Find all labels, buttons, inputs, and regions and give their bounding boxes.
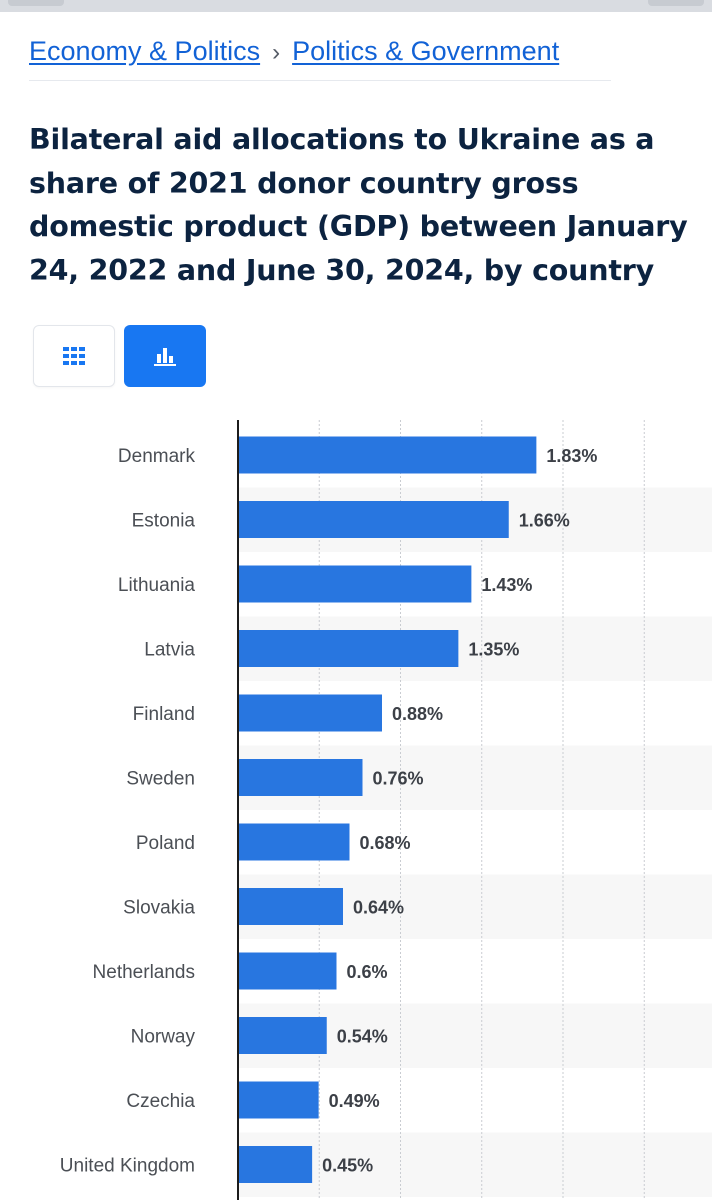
bar [239, 436, 537, 474]
category-label: Denmark [118, 446, 196, 467]
data-label: 0.64% [353, 898, 404, 918]
category-label: United Kingdom [60, 1156, 195, 1177]
data-label: 0.49% [329, 1091, 380, 1111]
category-label: Finland [133, 704, 195, 725]
bar [239, 888, 343, 925]
data-label: 0.45% [322, 1156, 373, 1176]
browser-top-bar [0, 0, 712, 12]
breadcrumb-separator: › [272, 39, 281, 66]
data-label: 0.76% [373, 769, 424, 789]
breadcrumb: Economy & Politics › Politics & Government [29, 33, 611, 81]
bar [239, 823, 350, 861]
bar-chart-icon [154, 348, 176, 366]
data-label: 1.35% [468, 640, 519, 660]
bar [239, 1146, 313, 1183]
data-label: 0.54% [337, 1027, 388, 1047]
category-label: Lithuania [118, 575, 196, 596]
category-label: Latvia [144, 640, 195, 661]
category-label: Netherlands [93, 962, 195, 983]
breadcrumb-economy-politics[interactable]: Economy & Politics [29, 36, 261, 66]
bar [239, 565, 472, 603]
category-label: Estonia [132, 511, 196, 532]
data-label: 1.43% [481, 575, 532, 595]
table-view-button[interactable] [33, 325, 115, 387]
data-label: 0.88% [392, 704, 443, 724]
data-label: 0.6% [347, 962, 388, 982]
bar [239, 501, 509, 538]
bar [239, 759, 363, 796]
top-bar-right-tab [648, 0, 704, 6]
top-bar-left-tab [8, 0, 64, 6]
bar [239, 630, 459, 667]
data-label: 0.68% [360, 833, 411, 853]
row-band [238, 1132, 712, 1197]
category-label: Slovakia [123, 898, 195, 919]
category-label: Czechia [126, 1091, 195, 1112]
bar [239, 1017, 327, 1054]
data-label: 1.66% [519, 511, 570, 531]
data-label: 1.83% [546, 446, 597, 466]
bar [239, 1081, 319, 1119]
chart-view-button[interactable] [124, 325, 206, 387]
page-title: Bilateral aid allocations to Ukraine as … [29, 123, 688, 287]
grid-icon [63, 347, 85, 365]
category-label: Poland [136, 833, 195, 854]
category-label: Norway [131, 1027, 196, 1048]
category-label: Sweden [126, 769, 195, 790]
bar [239, 694, 382, 732]
bar [239, 952, 337, 990]
breadcrumb-politics-government[interactable]: Politics & Government [292, 36, 560, 66]
bar-chart: Denmark 1.83% Estonia 1.66% Lithuania 1.43% La… [60, 420, 712, 1200]
